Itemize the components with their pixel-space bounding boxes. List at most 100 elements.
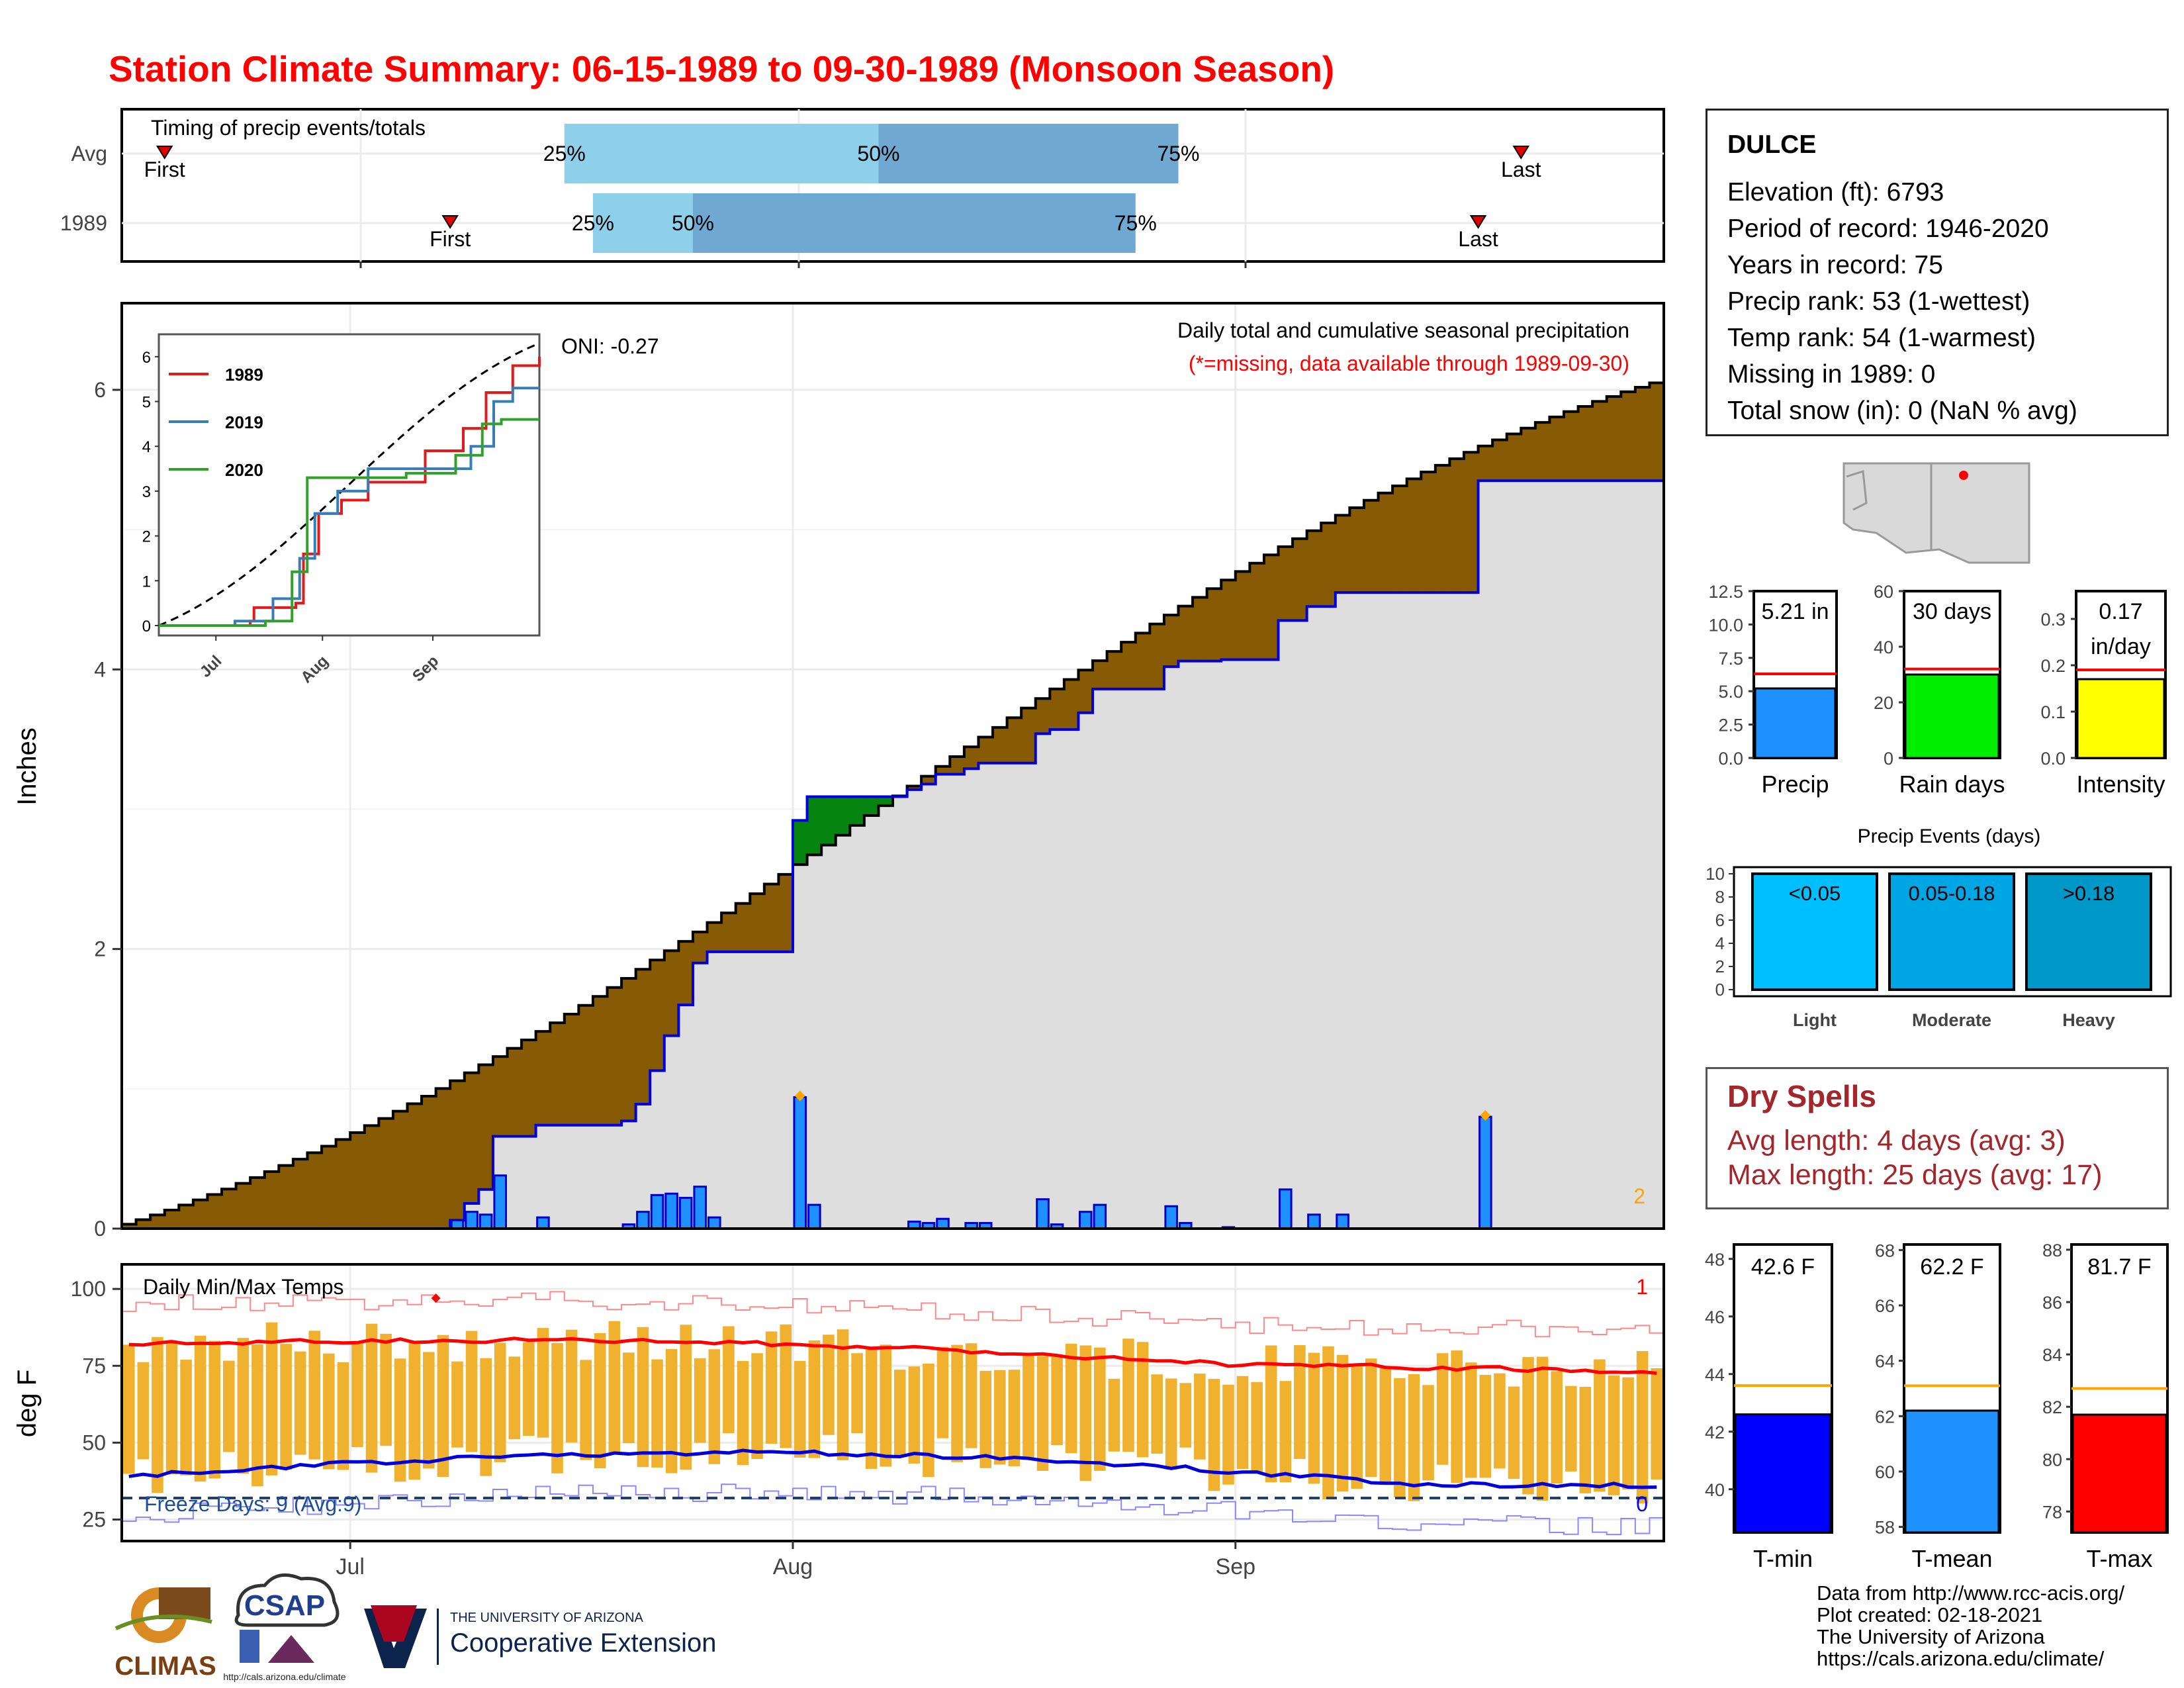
temp-bar-ytick-label: 62 xyxy=(1875,1407,1895,1427)
daily-temp-bar xyxy=(1179,1383,1192,1448)
summary-category-label: Rain days xyxy=(1899,771,2005,798)
deficit-fill xyxy=(1235,571,1250,660)
timing-bar-50-75 xyxy=(692,193,1136,253)
deficit-fill xyxy=(907,786,922,790)
daily-temp-bar xyxy=(1051,1356,1063,1446)
info-snow: Total snow (in): 0 (NaN % avg) xyxy=(1727,397,2077,425)
daily-precip-bar xyxy=(465,1211,478,1230)
observed-cumulative-area xyxy=(122,481,1664,1229)
deficit-fill xyxy=(1449,458,1465,593)
daily-temp-bar xyxy=(1236,1376,1249,1470)
station-name: DULCE xyxy=(1727,130,1817,159)
daily-temp-bar xyxy=(765,1331,778,1444)
deficit-fill xyxy=(1521,428,1536,481)
daily-temp-bar xyxy=(465,1331,478,1452)
daily-precip-bar xyxy=(636,1211,650,1230)
deficit-fill xyxy=(392,1111,408,1229)
events-ytick-label: 8 xyxy=(1715,887,1725,907)
deficit-fill xyxy=(193,1199,208,1229)
first-event-marker xyxy=(156,146,173,160)
deficit-fill xyxy=(993,727,1008,763)
location-map xyxy=(1843,460,2030,564)
precip-ytick-label: 2 xyxy=(94,937,106,961)
timing-bar-25-50 xyxy=(564,124,879,183)
daily-temp-bar xyxy=(923,1363,934,1477)
deficit-fill xyxy=(621,978,637,1121)
daily-temp-bar xyxy=(180,1359,192,1476)
daily-temp-bar xyxy=(1336,1354,1349,1492)
precip-ytick-label: 4 xyxy=(94,657,106,681)
surplus-fill xyxy=(878,796,893,806)
deficit-fill xyxy=(1621,391,1636,481)
extreme-marker xyxy=(1480,1110,1491,1121)
deficit-fill xyxy=(778,874,794,952)
events-category-label: Heavy xyxy=(2062,1010,2115,1030)
deficit-fill xyxy=(707,922,722,952)
deficit-fill xyxy=(1293,538,1308,621)
deficit-fill xyxy=(322,1146,337,1229)
deficit-fill xyxy=(522,1039,537,1137)
deficit-fill xyxy=(678,941,694,1006)
deficit-fill xyxy=(1093,661,1108,689)
deficit-fill xyxy=(507,1048,522,1137)
daily-temp-bar xyxy=(1079,1345,1092,1481)
daily-temp-bar xyxy=(1594,1359,1606,1492)
daily-temp-bar xyxy=(1222,1384,1234,1485)
deficit-fill xyxy=(1421,472,1436,593)
daily-temp-bar xyxy=(865,1348,878,1469)
summary-ytick-label: 0.0 xyxy=(2040,749,2066,769)
deficit-fill xyxy=(1163,615,1179,667)
daily-temp-bar xyxy=(1608,1375,1620,1495)
daily-temp-bar xyxy=(1551,1371,1563,1484)
daily-temp-bar xyxy=(694,1358,706,1443)
deficit-fill xyxy=(1007,718,1022,763)
precip-ytick-label: 0 xyxy=(94,1217,106,1241)
events-ytick-label: 0 xyxy=(1715,980,1725,1000)
daily-temp-bar xyxy=(1494,1373,1506,1469)
dry-spells-avg: Avg length: 4 days (avg: 3) xyxy=(1727,1125,2066,1156)
deficit-fill xyxy=(1078,670,1093,713)
average-cumulative-line xyxy=(120,381,1664,1229)
daily-precip-bar xyxy=(1336,1213,1349,1230)
daily-temp-bar xyxy=(1122,1338,1134,1452)
deficit-fill xyxy=(1306,530,1322,607)
daily-temp-bar xyxy=(936,1346,949,1438)
temp-category-label: T-mean xyxy=(1911,1545,1992,1572)
daily-temp-bar xyxy=(1094,1347,1106,1471)
first-label: First xyxy=(430,227,471,251)
deficit-fill xyxy=(635,969,651,1105)
daily-temp-bar xyxy=(123,1344,135,1474)
events-title: Precip Events (days) xyxy=(1858,825,2041,847)
daily-temp-bar xyxy=(380,1333,392,1446)
deficit-fill xyxy=(1406,479,1422,593)
daily-temp-bar xyxy=(537,1328,549,1438)
temp-bar-ytick-label: 44 xyxy=(1705,1365,1725,1385)
deficit-fill xyxy=(1563,411,1579,481)
summary-value-label: 5.21 in xyxy=(1761,599,1829,624)
university-of-arizona-logo: THE UNIVERSITY OF ARIZONA Cooperative Ex… xyxy=(364,1605,716,1668)
summary-ytick-label: 0.3 xyxy=(2040,610,2066,630)
surplus-fill xyxy=(807,796,822,855)
daily-temp-bar xyxy=(1451,1350,1463,1483)
timing-75-label: 75% xyxy=(1157,142,1199,165)
inset-average-curve xyxy=(158,342,540,627)
deficit-fill xyxy=(1035,698,1050,734)
daily-temp-bar xyxy=(451,1361,463,1448)
temp-ytick-label: 25 xyxy=(82,1507,106,1531)
inset-ytick-label: 3 xyxy=(142,483,151,501)
inset-ytick-label: 4 xyxy=(142,438,151,456)
deficit-fill xyxy=(1121,642,1136,689)
temp-bar-ytick-label: 40 xyxy=(1705,1480,1725,1500)
precip-corner-count: 2 xyxy=(1633,1184,1645,1208)
deficit-fill xyxy=(1349,507,1365,593)
daily-precip-bar xyxy=(1164,1205,1178,1230)
deficit-fill xyxy=(307,1152,322,1229)
temp-bar-ytick-label: 66 xyxy=(1875,1296,1895,1316)
temp-value-label: 42.6 F xyxy=(1751,1254,1815,1280)
events-bar-label: 0.05-0.18 xyxy=(1909,882,1995,905)
csap-logo: CSAP http://cals.arizona.edu/climate xyxy=(223,1573,346,1682)
events-bar xyxy=(1751,872,1878,991)
events-bar xyxy=(2025,872,2152,991)
daily-temp-bar xyxy=(580,1360,592,1460)
daily-precip-bar xyxy=(1307,1213,1321,1230)
